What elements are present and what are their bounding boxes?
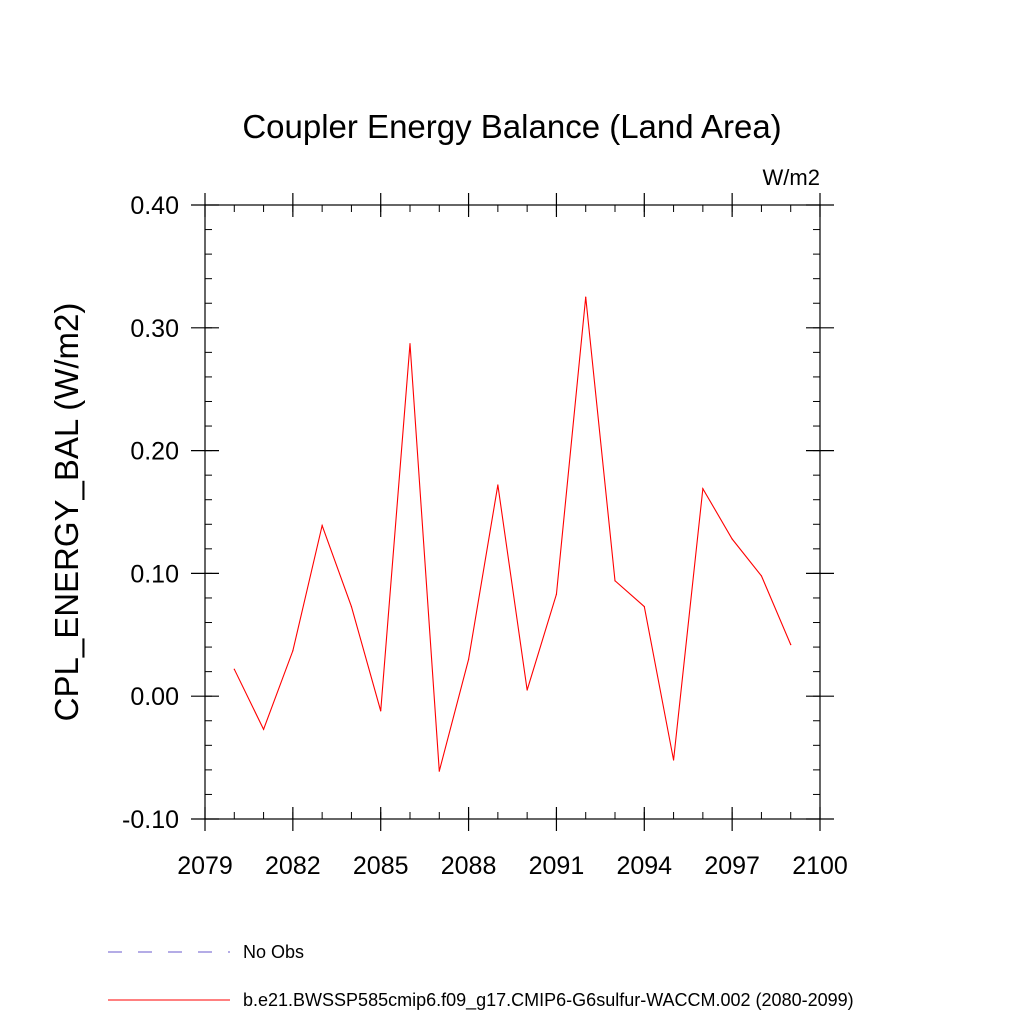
chart-title: Coupler Energy Balance (Land Area) [242,108,781,145]
data-point [233,668,235,670]
x-tick-label: 2082 [265,852,321,880]
data-point [614,580,616,582]
data-point [380,710,382,712]
x-tick-label: 2079 [177,852,233,880]
x-tick-label: 2091 [529,852,585,880]
data-point [292,650,294,652]
plot-frame [204,204,821,820]
data-point [438,770,440,772]
y-axis-label: CPL_ENERGY_BAL (W/m2) [48,303,85,722]
legend-label: b.e21.BWSSP585cmip6.f09_g17.CMIP6-G6sulf… [243,990,854,1011]
minor-ticks [204,204,821,820]
y-tick-label: 0.40 [130,192,179,220]
data-point [790,644,792,646]
data-point [585,296,587,298]
x-tick-label: 2085 [353,852,409,880]
data-point [262,728,265,730]
data-point [497,484,499,486]
data-point [555,593,558,595]
data-point [760,575,763,577]
x-tick-label: 2088 [441,852,497,880]
y-tick-label: -0.10 [122,806,179,834]
data-point [321,524,323,527]
major-ticks [191,193,834,831]
data-point [672,759,675,761]
series-line [233,297,792,772]
y-tick-label: 0.10 [130,560,179,588]
data-point [350,605,353,608]
x-tick-labels: 2079 2082 2085 2088 2091 2094 2097 2100 [177,852,848,880]
series-layer [233,296,792,772]
legend: No Obs b.e21.BWSSP585cmip6.f09_g17.CMIP6-… [108,942,854,1011]
y-tick-label: 0.30 [130,315,179,343]
data-point [731,538,733,540]
data-point [702,488,704,490]
legend-label: No Obs [243,942,304,962]
x-tick-label: 2097 [704,852,760,880]
y-tick-label: 0.00 [130,683,179,711]
units-label: W/m2 [763,165,820,190]
data-point [409,343,411,345]
data-point [526,689,528,691]
y-tick-labels: -0.10 0.00 0.10 0.20 0.30 0.40 [122,192,179,834]
data-point [467,658,470,660]
x-tick-label: 2094 [616,852,672,880]
x-tick-label: 2100 [792,852,848,880]
y-tick-label: 0.20 [130,438,179,466]
data-point [643,605,645,608]
